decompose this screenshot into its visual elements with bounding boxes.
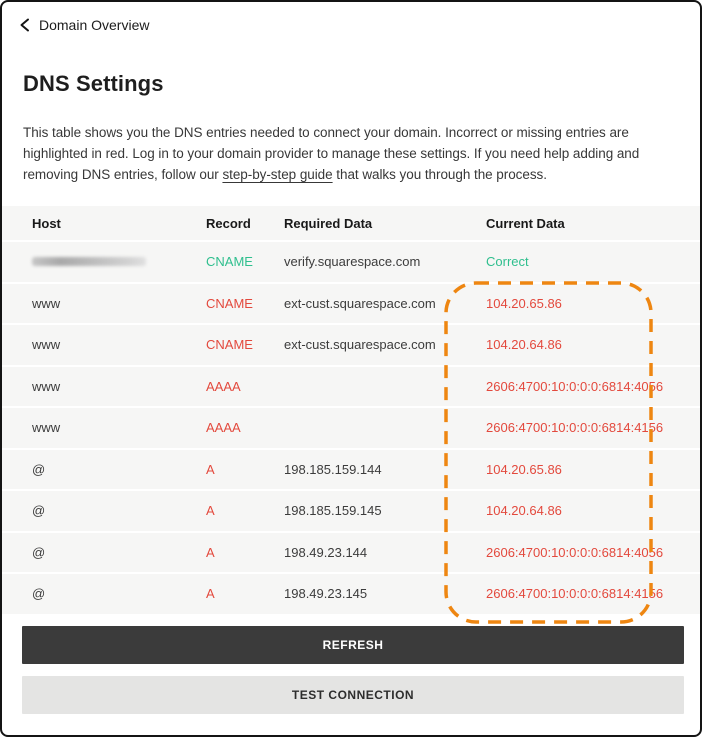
record-cell: A — [206, 503, 215, 519]
back-link[interactable]: Domain Overview — [2, 2, 700, 33]
dns-table: Host Record Required Data Current Data C… — [2, 206, 700, 614]
column-header-record: Record — [206, 215, 251, 231]
host-cell — [32, 257, 206, 267]
record-cell: CNAME — [206, 254, 253, 270]
host-cell: www — [32, 295, 61, 311]
required-data-cell: 198.185.159.144 — [284, 461, 382, 477]
test-connection-button[interactable]: TEST CONNECTION — [22, 675, 684, 714]
required-data-cell: ext-cust.squarespace.com — [284, 337, 436, 353]
record-cell: CNAME — [206, 295, 253, 311]
current-data-cell: 2606:4700:10:0:0:0:6814:4056 — [486, 378, 664, 394]
record-cell: AAAA — [206, 420, 241, 436]
host-cell: @ — [32, 544, 46, 560]
current-data-cell: 104.20.65.86 — [486, 461, 562, 477]
page-title: DNS Settings — [23, 71, 164, 96]
step-by-step-guide-link[interactable]: step-by-step guide — [222, 167, 333, 182]
record-cell: CNAME — [206, 337, 253, 353]
column-header-host: Host — [32, 215, 61, 231]
table-row: @ A 198.185.159.144 104.20.65.86 — [2, 447, 700, 489]
table-row: @ A 198.185.159.145 104.20.64.86 — [2, 489, 700, 531]
chevron-left-icon — [20, 18, 29, 32]
table-row: www CNAME ext-cust.squarespace.com 104.2… — [2, 281, 700, 323]
record-cell: A — [206, 586, 215, 602]
refresh-button[interactable]: REFRESH — [22, 625, 684, 664]
host-cell: www — [32, 337, 61, 353]
column-header-required-data: Required Data — [284, 215, 373, 231]
description-pre: This table shows you the DNS entries nee… — [23, 125, 640, 182]
table-row: www AAAA 2606:4700:10:0:0:0:6814:4156 — [2, 406, 700, 448]
host-cell: @ — [32, 586, 46, 602]
host-cell: @ — [32, 503, 46, 519]
record-cell: AAAA — [206, 378, 241, 394]
current-data-cell: 2606:4700:10:0:0:0:6814:4056 — [486, 544, 664, 560]
required-data-cell: ext-cust.squarespace.com — [284, 295, 436, 311]
current-data-cell: 104.20.64.86 — [486, 337, 562, 353]
back-link-label: Domain Overview — [39, 17, 150, 33]
current-data-cell: Correct — [486, 254, 529, 270]
current-data-cell: 2606:4700:10:0:0:0:6814:4156 — [486, 586, 664, 602]
redacted-host — [32, 257, 146, 267]
table-row: @ A 198.49.23.144 2606:4700:10:0:0:0:681… — [2, 530, 700, 572]
column-header-current-data: Current Data — [486, 215, 565, 231]
table-row: @ A 198.49.23.145 2606:4700:10:0:0:0:681… — [2, 572, 700, 614]
required-data-cell: 198.185.159.145 — [284, 503, 382, 519]
table-row: www AAAA 2606:4700:10:0:0:0:6814:4056 — [2, 364, 700, 406]
table-body: CNAME verify.squarespace.com Correct www… — [2, 240, 700, 614]
required-data-cell: 198.49.23.144 — [284, 544, 368, 560]
current-data-cell: 104.20.65.86 — [486, 295, 562, 311]
description-text: This table shows you the DNS entries nee… — [23, 122, 685, 185]
required-data-cell: verify.squarespace.com — [284, 254, 421, 270]
required-data-cell: 198.49.23.145 — [284, 586, 368, 602]
table-row: CNAME verify.squarespace.com Correct — [2, 240, 700, 282]
host-cell: www — [32, 378, 61, 394]
host-cell: www — [32, 420, 61, 436]
current-data-cell: 104.20.64.86 — [486, 503, 562, 519]
table-row: www CNAME ext-cust.squarespace.com 104.2… — [2, 323, 700, 365]
table-header: Host Record Required Data Current Data — [2, 206, 700, 240]
host-cell: @ — [32, 461, 46, 477]
record-cell: A — [206, 461, 215, 477]
record-cell: A — [206, 544, 215, 560]
current-data-cell: 2606:4700:10:0:0:0:6814:4156 — [486, 420, 664, 436]
description-post: that walks you through the process. — [332, 167, 547, 182]
